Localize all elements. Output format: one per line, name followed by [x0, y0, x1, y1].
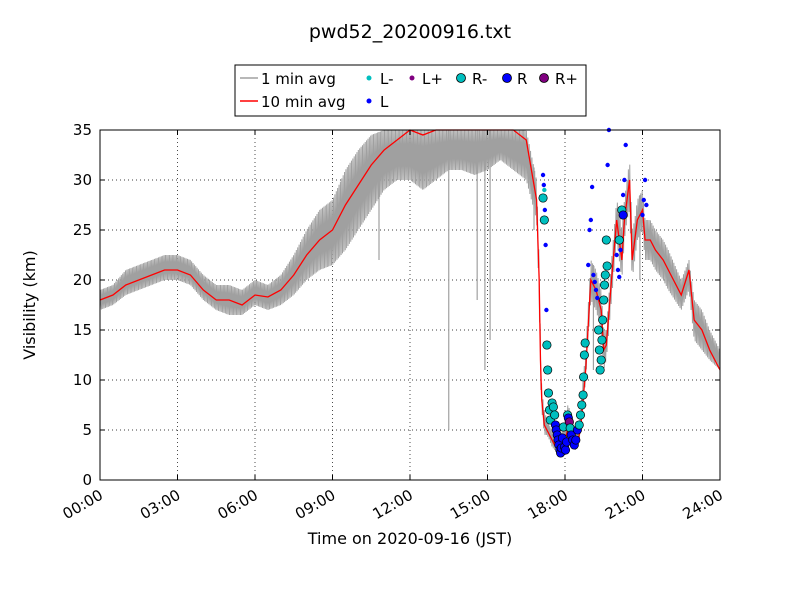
marker-r-minus — [598, 315, 608, 325]
marker-l — [589, 184, 595, 190]
legend-swatch-r-plus — [539, 73, 549, 83]
marker-r-minus — [538, 193, 548, 203]
marker-l — [620, 192, 626, 198]
legend-label-r-minus: R- — [472, 70, 487, 88]
y-tick-label: 0 — [82, 471, 92, 489]
y-tick-label: 5 — [82, 421, 92, 439]
marker-r-minus — [539, 215, 549, 225]
y-axis-label: Visibility (km) — [20, 250, 39, 359]
y-tick-label: 15 — [73, 321, 92, 339]
marker-l — [641, 197, 646, 203]
marker-l — [640, 212, 645, 218]
legend-label-r-plus: R+ — [555, 70, 578, 88]
legend-label-l: L — [380, 93, 389, 111]
marker-l-minus — [542, 187, 547, 193]
marker-l — [592, 279, 597, 285]
legend-box — [234, 64, 587, 117]
marker-l — [595, 295, 600, 301]
marker-r-minus — [574, 420, 584, 430]
ten-min-avg-line — [99, 129, 721, 449]
marker-l — [615, 267, 621, 273]
marker-r-minus — [614, 235, 624, 245]
marker-r-minus — [594, 325, 604, 335]
legend-label-1min: 1 min avg — [261, 70, 336, 88]
marker-r-minus — [601, 235, 611, 245]
marker-l — [644, 202, 649, 208]
marker-r-minus — [578, 390, 588, 400]
marker-r-minus — [543, 365, 553, 375]
y-tick-label: 20 — [73, 271, 92, 289]
legend: 1 min avg 10 min avg L- L L+ R- R R+ — [234, 64, 587, 117]
marker-r-minus — [577, 400, 587, 410]
marker-r-minus — [580, 338, 590, 348]
marker-l — [591, 272, 596, 278]
marker-l — [586, 262, 591, 268]
marker-r-minus — [543, 388, 554, 398]
marker-l — [614, 252, 619, 258]
precip-markers — [538, 127, 649, 458]
marker-r-minus — [579, 350, 589, 360]
y-tick-label: 25 — [73, 221, 92, 239]
marker-l — [544, 307, 549, 313]
legend-swatch-r — [502, 73, 512, 83]
marker-r-minus — [594, 345, 604, 355]
marker-r-minus — [600, 270, 610, 280]
y-axis-ticks: 0 5 10 15 20 25 30 35 — [73, 121, 720, 489]
marker-l — [617, 274, 622, 280]
x-axis-label: Time on 2020-09-16 (JST) — [307, 529, 512, 548]
marker-r-minus — [575, 410, 586, 420]
y-tick-label: 35 — [73, 121, 92, 139]
marker-r-minus — [599, 295, 609, 305]
legend-swatch-l — [366, 98, 372, 104]
marker-r-minus — [548, 402, 558, 412]
chart-title: pwd52_20200916.txt — [309, 21, 511, 43]
legend-label-r: R — [517, 70, 527, 88]
y-tick-label: 30 — [73, 171, 92, 189]
marker-l — [587, 227, 592, 233]
y-tick-label: 10 — [73, 371, 92, 389]
marker-l — [540, 172, 546, 178]
marker-r-minus — [596, 355, 606, 365]
legend-swatch-l-plus — [409, 75, 415, 81]
marker-r-minus — [542, 340, 552, 350]
marker-r-minus — [550, 410, 560, 420]
marker-r — [571, 435, 581, 445]
marker-l — [593, 287, 599, 293]
legend-swatch-r-minus — [456, 73, 466, 83]
marker-r-minus — [597, 335, 607, 345]
marker-l — [623, 142, 628, 148]
ten-min-avg-series — [99, 129, 721, 449]
marker-r-minus — [595, 365, 605, 375]
legend-label-l-minus: L- — [380, 70, 394, 88]
marker-l — [541, 182, 547, 188]
marker-r — [560, 445, 571, 455]
marker-l — [618, 247, 623, 253]
marker-l — [642, 177, 648, 183]
legend-label-l-plus: L+ — [422, 70, 443, 88]
marker-r-minus — [599, 280, 610, 290]
marker-l — [542, 207, 548, 213]
marker-l — [543, 242, 548, 248]
marker-l — [622, 177, 627, 183]
plot-area — [100, 130, 720, 480]
marker-r-minus — [602, 261, 612, 271]
legend-swatch-l-minus — [366, 75, 372, 81]
marker-l — [588, 217, 594, 223]
legend-label-10min: 10 min avg — [261, 93, 346, 111]
marker-r-minus — [579, 372, 589, 382]
marker-r — [618, 210, 628, 220]
marker-l — [605, 162, 610, 168]
